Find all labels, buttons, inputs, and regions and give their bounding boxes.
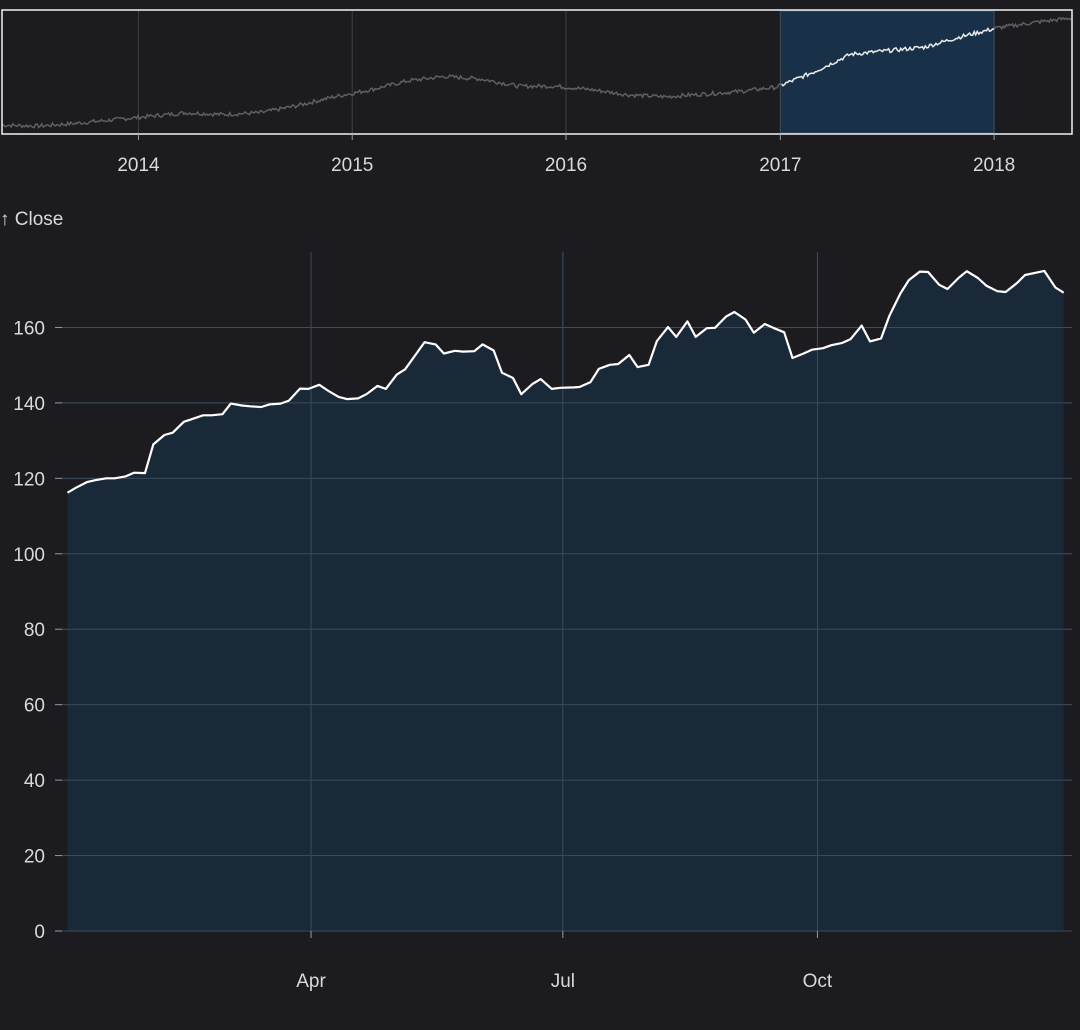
y-tick-label: 40 [24, 771, 45, 792]
x-tick-label: Jul [551, 971, 575, 992]
focus-y-axis: 0 20 40 60 80 100 120 140 160 [13, 318, 62, 943]
x-tick-label: Oct [803, 971, 833, 992]
overview-price-line-selected [781, 27, 995, 87]
focus-chart: ↑ Close 0 20 40 60 80 100 120 140 160 Apr Jul Oct [0, 209, 1072, 992]
overview-tick-label: 2016 [545, 155, 587, 176]
y-tick-label: 140 [13, 394, 45, 415]
overview-tick-label: 2017 [759, 155, 801, 176]
overview-tick-label: 2014 [117, 155, 160, 176]
overview-tick-label: 2015 [331, 155, 373, 176]
y-tick-label: 100 [13, 545, 45, 566]
y-tick-label: 160 [13, 318, 45, 339]
overview-x-axis: 2014 2015 2016 2017 2018 [117, 134, 1015, 176]
y-tick-label: 20 [24, 847, 45, 868]
y-tick-label: 80 [24, 620, 45, 641]
overview-frame [1, 9, 1073, 135]
y-axis-label: ↑ Close [0, 209, 63, 230]
y-tick-label: 0 [34, 922, 45, 943]
close-price-area [67, 270, 1064, 931]
y-tick-label: 60 [24, 696, 45, 717]
overview-chart[interactable]: 2014 2015 2016 2017 2018 [1, 9, 1073, 176]
x-tick-label: Apr [296, 971, 326, 992]
overview-brush-selection[interactable] [779, 10, 995, 134]
focus-grid-overlay [62, 252, 1072, 932]
overview-tick-label: 2018 [973, 155, 1015, 176]
close-price-line [66, 269, 1065, 494]
focus-x-axis: Apr Jul Oct [296, 931, 833, 992]
y-tick-label: 120 [13, 469, 45, 490]
